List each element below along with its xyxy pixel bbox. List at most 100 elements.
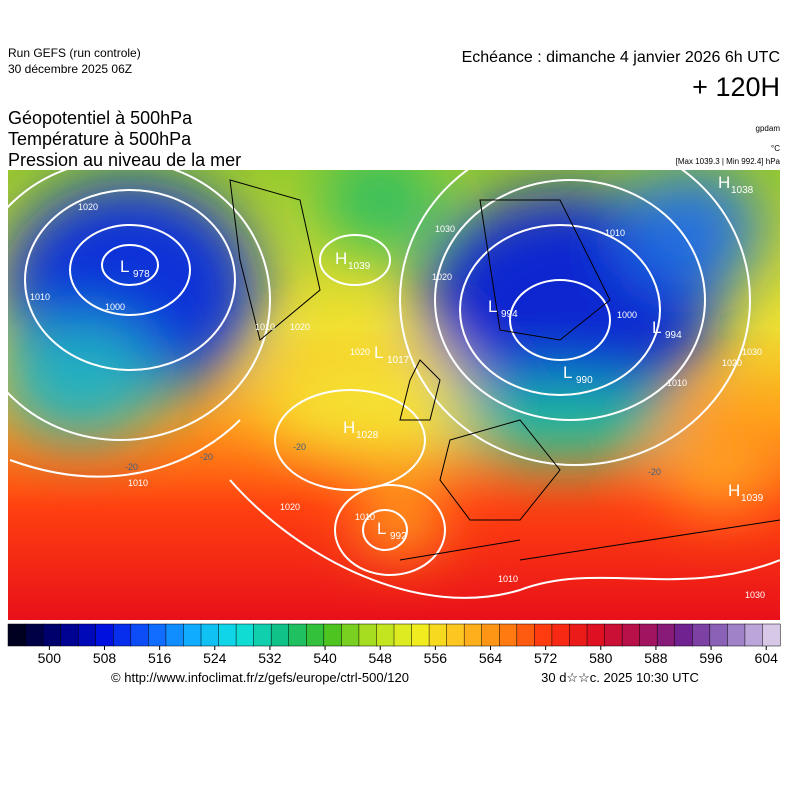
colorbar-tick-label: 588 [644,650,668,666]
colorbar-swatch [446,623,465,647]
colorbar-swatch [341,623,360,647]
temperature-label: -20 [125,462,138,472]
colorbar-swatch [218,623,237,647]
colorbar-swatch [200,623,220,647]
unit: [Max 1039.3 | Min 992.4] hPa [676,157,781,166]
colorbar-swatch [253,623,272,647]
run-date: 30 décembre 2025 06Z [8,62,132,76]
colorbar-swatch [130,623,149,647]
colorbar-swatch [604,623,623,647]
unit: °C [771,144,780,153]
colorbar-tick-label: 532 [258,650,282,666]
colorbar-swatch [534,623,553,647]
center-value: 1028 [356,430,379,441]
isobar-label: 1020 [350,347,370,357]
isobars [8,170,780,599]
colorbar-swatch [306,623,325,647]
center-value: 1038 [731,185,754,196]
colorbar-tick-label: 604 [755,650,779,666]
center-value: 1039 [741,493,764,504]
lead-time: + 120H [692,72,780,102]
colorbar-swatch [183,623,202,647]
center-value: 992 [390,531,407,542]
center-letter: L [377,519,386,538]
isobar-label: 1000 [617,310,637,320]
colorbar-tick-label: 540 [313,650,337,666]
colorbar-swatch [709,623,728,647]
center-value: 1017 [387,355,410,366]
colorbar-swatch [95,623,114,647]
isobar-label: 1000 [105,302,125,312]
colorbar-swatch [288,623,307,647]
center-letter: H [343,418,355,437]
colorbar-swatch [411,623,430,647]
colorbar-swatch [7,623,27,647]
colorbar-swatch [586,623,606,647]
colorbar-swatch [463,623,483,647]
temperature-label: -20 [293,442,306,452]
colorbar-swatch [516,623,535,647]
colorbar-tick-label: 564 [479,650,503,666]
colorbar-tick-label: 596 [699,650,723,666]
center-value: 1039 [348,261,371,272]
colorbar-swatch [551,623,571,647]
center-value: 978 [133,269,150,280]
colorbar-swatch [499,623,518,647]
isobar-label: 1020 [722,358,742,368]
colorbar-swatch [569,623,588,647]
colorbar-swatch [323,623,342,647]
colorbar-swatch [744,623,764,647]
colorbar-tick-label: 580 [589,650,613,666]
legend-line: Pression au niveau de la mer [8,150,241,170]
colorbar: 500 508 516 524 532 540 548 556 564 572 580 588 596 6… [7,623,781,666]
isobar-label: 1020 [432,272,452,282]
colorbar-swatch [113,623,132,647]
isobar-label: 1030 [745,590,765,600]
legend-line: Géopotentiel à 500hPa [8,108,193,128]
center-value: 994 [665,330,682,341]
isobar-label: 1010 [255,322,275,332]
center-letter: L [488,297,497,316]
colorbar-tick-label: 500 [38,650,62,666]
colorbar-swatch [621,623,641,647]
coastlines [229,179,780,561]
isobar-label: 1010 [667,378,687,388]
colorbar-swatch [42,623,62,647]
colorbar-tick-label: 548 [369,650,393,666]
run: Run GEFS (run controle) [8,46,141,60]
center-letter: L [374,343,383,362]
colorbar-swatch [674,623,693,647]
unit: gpdam [756,124,781,133]
isobar-label: 1010 [355,512,375,522]
footer-stamp: 30 d☆☆c. 2025 10:30 UTC [541,670,699,685]
legend-line: Température à 500hPa [8,129,192,149]
center-letter: L [120,257,129,276]
footer-url: © http://www.infoclimat.fr/z/gefs/europe… [111,670,409,685]
colorbar-swatch [762,623,781,647]
colorbar-tick-label: 524 [203,650,227,666]
colorbar-swatch [235,623,255,647]
center-letter: L [563,363,572,382]
colorbar-swatch [639,623,658,647]
colorbar-swatch [60,623,79,647]
colorbar-swatch [656,623,676,647]
isobar-label: 1010 [30,292,50,302]
colorbar-tick-label: 572 [534,650,558,666]
isobar-label: 1030 [435,224,455,234]
colorbar-swatch [393,623,413,647]
isobar-label: 1010 [498,574,518,584]
center-value: 990 [576,375,593,386]
colorbar-tick-label: 516 [148,650,172,666]
colorbar-swatch [727,623,746,647]
isobar-label: 1010 [605,228,625,238]
colorbar-swatch [428,623,448,647]
center-letter: H [718,173,730,192]
center-letter: H [335,249,347,268]
colorbar-swatch [481,623,500,647]
colorbar-swatch [148,623,167,647]
temperature-label: -20 [648,467,661,477]
echeance: Echéance : dimanche 4 janvier 2026 6h UT… [462,49,780,66]
colorbar-swatch [270,623,290,647]
